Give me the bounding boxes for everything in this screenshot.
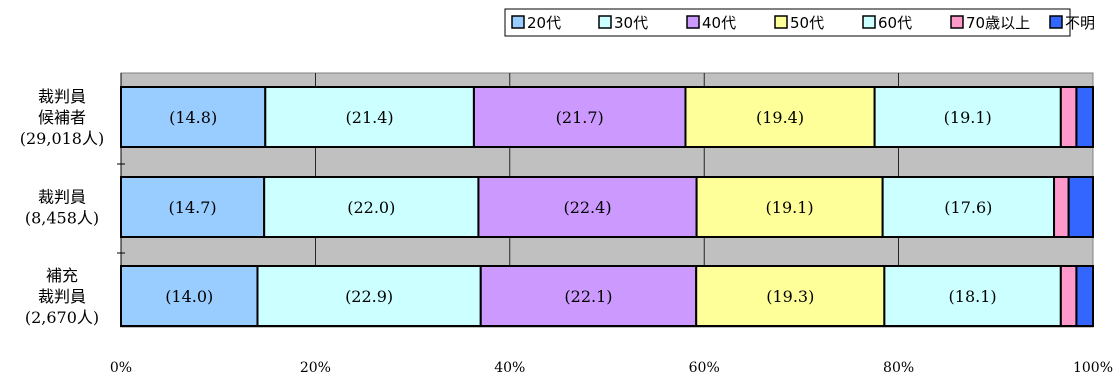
legend-swatch xyxy=(862,15,876,29)
x-tick-label: 100% xyxy=(1073,360,1113,376)
legend-label: 不明 xyxy=(1065,14,1095,32)
category-label: (29,018人) xyxy=(20,129,104,148)
legend-swatch xyxy=(511,15,525,29)
legend-swatch xyxy=(774,15,788,29)
data-label: (17.6) xyxy=(944,198,992,217)
bar-segment xyxy=(479,265,698,327)
bar-segment xyxy=(120,265,259,327)
bar-segment xyxy=(695,265,886,327)
category-label: 裁判員 xyxy=(38,287,86,306)
data-label: (22.0) xyxy=(347,198,395,217)
category-label: (2,670人) xyxy=(25,308,99,327)
bar-segment xyxy=(264,86,475,148)
x-tick-label: 60% xyxy=(689,360,720,376)
bar-segment xyxy=(684,86,876,148)
bar-segment xyxy=(1067,176,1094,238)
bars: (14.8) (21.4) (21.7) (19.4) (19.1) (14.7) (22.… xyxy=(120,86,1094,327)
data-label: (18.1) xyxy=(949,287,997,306)
data-label: (19.4) xyxy=(756,108,804,127)
x-tick-label: 40% xyxy=(494,360,525,376)
x-tick-label: 0% xyxy=(110,360,132,376)
x-tick-label: 80% xyxy=(883,360,914,376)
category-label: (8,458人) xyxy=(25,209,99,228)
bar-segment xyxy=(695,176,884,238)
x-tick-label: 20% xyxy=(300,360,331,376)
x-axis-ticks: 0% 20% 40% 60% 80% 100% xyxy=(110,360,1113,376)
bar-segment xyxy=(120,86,267,148)
legend-label: 70歳以上 xyxy=(966,14,1030,32)
bar-segment xyxy=(1075,86,1094,148)
legend-label: 20代 xyxy=(527,14,561,32)
legend-swatch xyxy=(950,15,964,29)
legend-swatch xyxy=(598,15,612,29)
bar-segment xyxy=(472,86,687,148)
bar-segment xyxy=(1075,265,1094,327)
legend-label: 60代 xyxy=(878,14,912,32)
data-label: (22.9) xyxy=(345,287,393,306)
category-label: 裁判員 xyxy=(38,188,86,207)
data-label: (19.1) xyxy=(766,198,814,217)
category-label: 補充 xyxy=(46,266,78,285)
data-label: (22.1) xyxy=(564,287,612,306)
data-label: (14.7) xyxy=(169,198,217,217)
data-label: (14.0) xyxy=(165,287,213,306)
data-label: (21.7) xyxy=(556,108,604,127)
bar-segment xyxy=(883,265,1062,327)
bar-segment xyxy=(263,176,480,238)
legend-label: 40代 xyxy=(702,14,736,32)
legend-label: 30代 xyxy=(614,14,648,32)
data-label: (19.1) xyxy=(944,108,992,127)
category-label: 候補者 xyxy=(38,108,86,127)
data-label: (21.4) xyxy=(346,108,394,127)
bar-segment xyxy=(1053,176,1070,238)
legend: 20代 30代 40代 50代 60代 70歳以上 不明 xyxy=(504,8,1095,37)
bar-segment xyxy=(1059,86,1078,148)
bar-segment xyxy=(256,265,482,327)
legend-swatch xyxy=(686,15,700,29)
data-label: (19.3) xyxy=(766,287,814,306)
data-label: (22.4) xyxy=(563,198,611,217)
legend-label: 50代 xyxy=(790,14,824,32)
bar-segment xyxy=(1059,265,1078,327)
category-label: 裁判員 xyxy=(38,87,86,106)
legend-swatch xyxy=(1049,15,1063,29)
data-label: (14.8) xyxy=(169,108,217,127)
